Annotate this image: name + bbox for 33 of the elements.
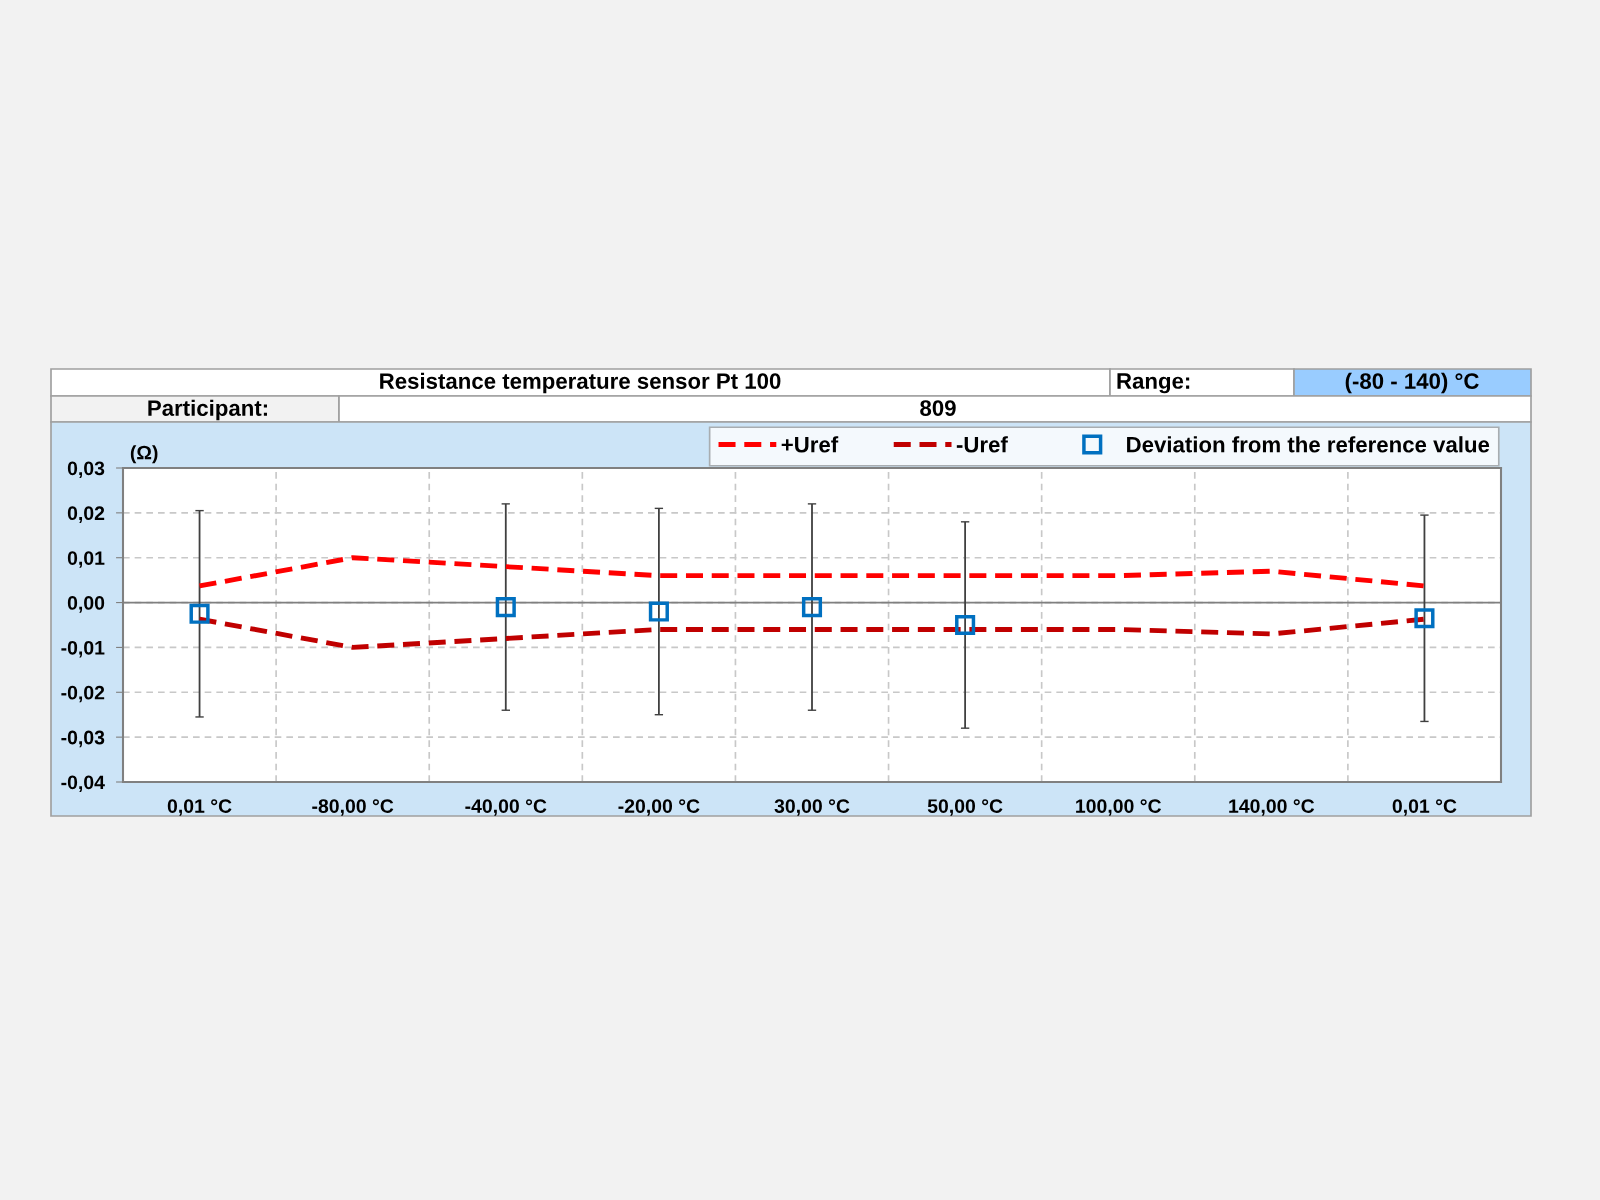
point [648,601,669,622]
line-series [197,555,1427,589]
y-tick-label: -0,01 [61,640,105,658]
x-tick-label: 100,00 °C [1076,799,1162,816]
y-tick-label: 0,03 [67,461,105,479]
text: 809 [920,400,956,416]
x-tick-label: 50,00 °C [927,799,1003,816]
legend-label: +Uref [781,436,839,453]
legend-label: Deviation from the reference value [1127,436,1490,453]
y-axis-title: (Ω) [130,445,158,464]
y-tick-label: 0,00 [67,596,105,613]
y-tick-label: -0,04 [61,775,105,793]
point [1414,608,1435,629]
point [189,603,210,624]
x-tick-label: -20,00 °C [618,799,700,816]
text: (-80 - 140) °C [1345,372,1479,394]
x-tick-label: 0,01 °C [167,799,232,816]
y-tick-label: 0,02 [67,506,105,523]
point [955,614,976,636]
y-tick-label: 0,01 [67,551,105,568]
y-tick-label: -0,02 [61,685,105,703]
text: Participant: [148,399,267,421]
x-tick-label: 0,01 °C [1392,799,1457,816]
x-tick-label: -80,00 °C [312,799,394,816]
chart-title: Resistance temperature sensor Pt 100 [380,372,781,394]
x-tick-label: -40,00 °C [465,799,547,816]
legend-label: -Uref [956,436,1008,453]
point [801,596,823,618]
point [495,596,516,618]
text: Range: [1117,373,1190,394]
x-tick-label: 140,00 °C [1229,799,1315,816]
x-tick-label: 30,00 °C [774,799,850,816]
y-tick-label: -0,03 [61,730,105,748]
